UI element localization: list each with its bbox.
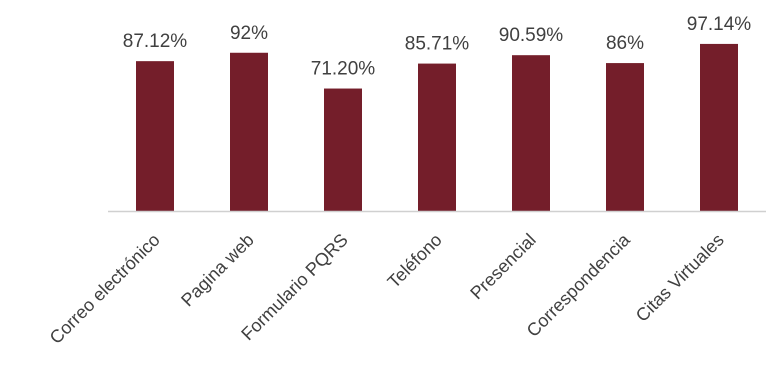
data-label-4: 90.59% — [499, 25, 564, 46]
bar-6 — [700, 43, 738, 211]
x-tick-label-1: Pagina web — [177, 230, 258, 311]
x-tick-label-3: Teléfono — [384, 230, 446, 292]
data-label-6: 97.14% — [687, 14, 752, 35]
bar-4 — [512, 55, 550, 212]
data-label-2: 71.20% — [311, 59, 376, 80]
x-tick-label-5: Correspondencia — [523, 229, 635, 341]
bar-5 — [606, 63, 644, 211]
x-tick-label-4: Presencial — [466, 230, 540, 304]
data-label-0: 87.12% — [123, 31, 188, 52]
bar-3 — [418, 63, 456, 212]
bar-2 — [324, 88, 362, 211]
data-label-1: 92% — [230, 23, 268, 44]
bar-1 — [230, 52, 268, 212]
bars-group — [136, 43, 738, 212]
data-labels-group: 87.12% 92% 71.20% 85.71% 90.59% 86% 97.14% — [123, 14, 752, 80]
x-tick-label-0: Correo electrónico — [46, 230, 164, 348]
data-label-3: 85.71% — [405, 34, 470, 55]
x-tick-label-6: Citas Virtuales — [632, 230, 728, 326]
data-label-5: 86% — [606, 33, 644, 54]
bar-0 — [136, 61, 174, 212]
